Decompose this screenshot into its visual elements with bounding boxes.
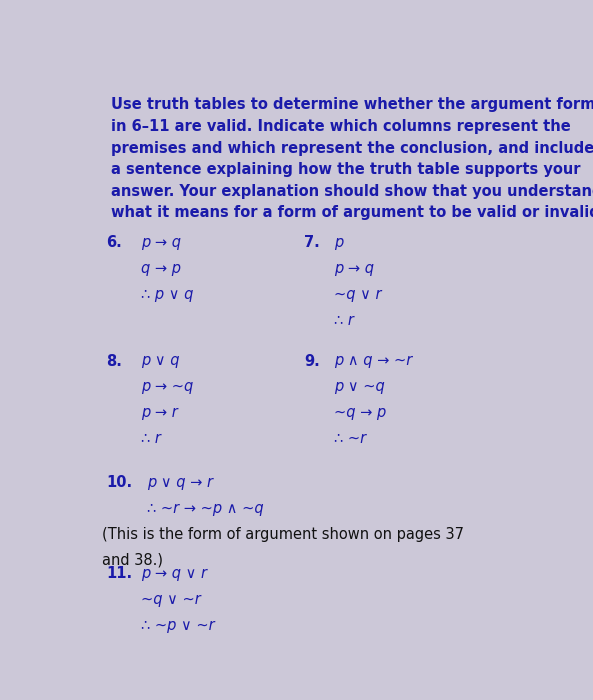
Text: p → q: p → q: [141, 235, 181, 250]
Text: and 38.): and 38.): [102, 552, 162, 568]
Text: p: p: [334, 235, 343, 250]
Text: ∴ ~r → ~p ∧ ~q: ∴ ~r → ~p ∧ ~q: [146, 500, 263, 516]
Text: 9.: 9.: [304, 354, 320, 368]
Text: ∴ r: ∴ r: [141, 431, 161, 446]
Text: 10.: 10.: [106, 475, 132, 490]
Text: 8.: 8.: [106, 354, 122, 368]
Text: ~q → p: ~q → p: [334, 405, 386, 420]
Text: p ∨ q → r: p ∨ q → r: [146, 475, 213, 490]
Text: ~q ∨ r: ~q ∨ r: [334, 287, 381, 302]
Text: q → p: q → p: [141, 261, 181, 276]
Text: p → q: p → q: [334, 261, 374, 276]
Text: (This is the form of argument shown on pages 37: (This is the form of argument shown on p…: [102, 526, 464, 542]
Text: ∴ r: ∴ r: [334, 312, 353, 328]
Text: 11.: 11.: [106, 566, 132, 582]
Text: p ∧ q → ~r: p ∧ q → ~r: [334, 354, 412, 368]
Text: ∴ ~p ∨ ~r: ∴ ~p ∨ ~r: [141, 618, 215, 633]
Text: Use truth tables to determine whether the argument forms
in 6–11 are valid. Indi: Use truth tables to determine whether th…: [111, 97, 593, 220]
Text: p ∨ ~q: p ∨ ~q: [334, 379, 384, 394]
Text: ∴ p ∨ q: ∴ p ∨ q: [141, 287, 193, 302]
Text: ∴ ~r: ∴ ~r: [334, 431, 366, 446]
Text: 7.: 7.: [304, 235, 320, 250]
Text: p → q ∨ r: p → q ∨ r: [141, 566, 207, 582]
Text: p ∨ q: p ∨ q: [141, 354, 179, 368]
Text: p → r: p → r: [141, 405, 177, 420]
Text: 6.: 6.: [106, 235, 122, 250]
Text: ~q ∨ ~r: ~q ∨ ~r: [141, 592, 200, 608]
Text: p → ~q: p → ~q: [141, 379, 193, 394]
